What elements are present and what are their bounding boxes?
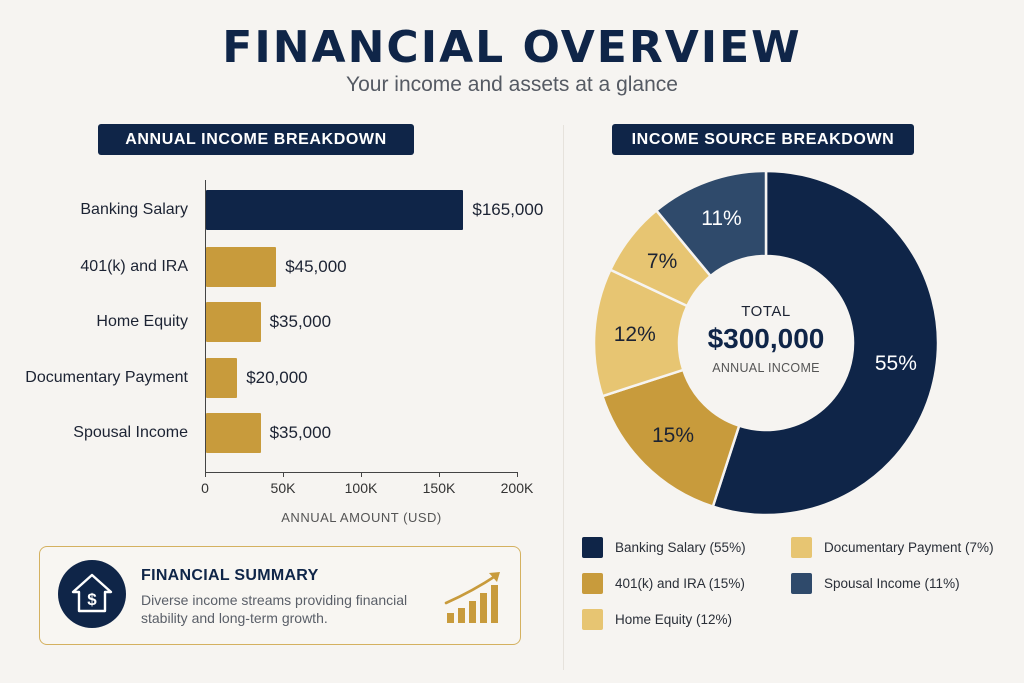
page-title: FINANCIAL OVERVIEW (222, 22, 802, 73)
x-axis-title: ANNUAL AMOUNT (USD) (281, 510, 442, 525)
legend-item: Home Equity (12%) (582, 608, 732, 630)
income-bar-chart: Banking Salary $165,000 401(k) and IRA $45,… (0, 170, 560, 530)
bar (206, 247, 277, 287)
x-tick-label: 0 (201, 480, 209, 496)
bar-value-label: $35,000 (269, 312, 332, 331)
legend-swatch (582, 608, 603, 630)
x-tick-label: 100K (344, 480, 378, 496)
donut-total-value: $300,000 (707, 323, 825, 354)
bar-row: Spousal Income $35,000 (0, 413, 560, 453)
bar-value-label: $45,000 (285, 257, 347, 276)
legend-item: Spousal Income (11%) (791, 572, 960, 594)
donut-slice (654, 169, 768, 278)
bar-chart-title: ANNUAL INCOME BREAKDOWN (98, 124, 414, 155)
bar-value-label: $35,000 (269, 423, 332, 442)
financial-summary-card: $ FINANCIAL SUMMARY Diverse income strea… (39, 546, 521, 645)
legend-item: Documentary Payment (7%) (791, 536, 994, 558)
bar (206, 190, 464, 230)
x-tick-label: 150K (422, 480, 456, 496)
x-tick-label: 200K (500, 480, 534, 496)
bar (206, 358, 238, 398)
legend-item: Banking Salary (55%) (582, 536, 746, 558)
bar-row: 401(k) and IRA $45,000 (0, 247, 560, 287)
slice-percent-label: 11% (701, 207, 742, 231)
bar-category-label: 401(k) and IRA (80, 258, 188, 275)
bar-value-label: $20,000 (246, 368, 308, 387)
x-tick (439, 472, 440, 477)
bar (206, 302, 261, 342)
bar-category-label: Home Equity (96, 313, 188, 330)
bar-category-label: Documentary Payment (25, 369, 188, 386)
donut-slice (711, 169, 940, 517)
slice-percent-label: 55% (874, 351, 917, 375)
legend-label: Banking Salary (55%) (615, 539, 746, 555)
legend-label: 401(k) and IRA (15%) (615, 575, 745, 591)
bar (206, 413, 261, 453)
legend-swatch (791, 572, 812, 594)
section-divider (563, 125, 564, 670)
slice-percent-label: 7% (646, 250, 678, 274)
svg-text:$: $ (87, 590, 97, 609)
legend-swatch (582, 572, 603, 594)
legend-label: Documentary Payment (7%) (824, 539, 994, 555)
legend-swatch (791, 536, 812, 558)
bar-category-label: Banking Salary (80, 201, 188, 218)
x-tick (283, 472, 284, 477)
income-donut-chart (592, 169, 940, 517)
donut-total-label: TOTAL (741, 303, 791, 320)
bar-row: Documentary Payment $20,000 (0, 358, 560, 398)
legend-item: 401(k) and IRA (15%) (582, 572, 745, 594)
x-tick (361, 472, 362, 477)
slice-percent-label: 12% (613, 322, 656, 346)
bar-category-label: Spousal Income (73, 424, 188, 441)
x-tick (205, 472, 206, 477)
legend-label: Spousal Income (11%) (824, 575, 960, 591)
summary-title: FINANCIAL SUMMARY (141, 567, 319, 584)
x-tick (517, 472, 518, 477)
x-tick-label: 50K (270, 480, 296, 496)
donut-chart-title: INCOME SOURCE BREAKDOWN (612, 124, 914, 155)
slice-percent-label: 15% (651, 423, 695, 447)
page-subtitle: Your income and assets at a glance (346, 73, 678, 96)
summary-text: Diverse income streams providing financi… (141, 592, 408, 626)
y-axis (205, 180, 206, 472)
bar-row: Banking Salary $165,000 (0, 190, 560, 230)
donut-center: TOTAL $300,000 ANNUAL INCOME (680, 257, 852, 429)
bar-value-label: $165,000 (472, 200, 544, 219)
growth-chart-icon (443, 567, 505, 627)
legend-label: Home Equity (12%) (615, 611, 733, 627)
house-dollar-icon: $ (58, 560, 126, 628)
legend-swatch (582, 536, 603, 558)
donut-total-sublabel: ANNUAL INCOME (712, 361, 820, 375)
bar-row: Home Equity $35,000 (0, 302, 560, 342)
